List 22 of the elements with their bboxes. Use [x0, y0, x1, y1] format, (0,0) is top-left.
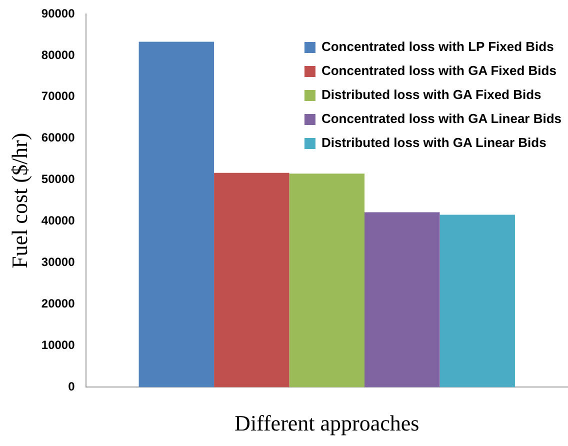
legend-label: Distributed loss with GA Fixed Bids — [321, 87, 542, 102]
y-tick-label: 0 — [68, 380, 76, 394]
bar — [364, 212, 440, 388]
y-tick-label: 60000 — [41, 130, 76, 145]
bar — [138, 42, 214, 388]
x-axis-title: Different approaches — [234, 410, 420, 436]
legend-label: Distributed loss with GA Linear Bids — [321, 135, 546, 150]
bar — [440, 214, 515, 388]
legend-label: Concentrated loss with GA Fixed Bids — [321, 63, 556, 78]
legend-label: Concentrated loss with LP Fixed Bids — [321, 39, 554, 54]
y-tick-label: 50000 — [41, 172, 76, 186]
y-tick-label: 20000 — [41, 296, 76, 311]
y-tick-label: 30000 — [41, 255, 76, 270]
bar — [289, 174, 364, 388]
y-tick-label: 80000 — [41, 48, 76, 62]
y-tick-label: 90000 — [41, 6, 76, 20]
bar — [214, 172, 290, 388]
y-tick-label: 70000 — [41, 89, 76, 104]
y-tick-label: 10000 — [41, 338, 76, 352]
legend-label: Concentrated loss with GA Linear Bids — [321, 111, 562, 126]
y-tick-label: 40000 — [41, 214, 76, 228]
y-axis-title: Fuel cost ($/hr) — [6, 132, 32, 268]
